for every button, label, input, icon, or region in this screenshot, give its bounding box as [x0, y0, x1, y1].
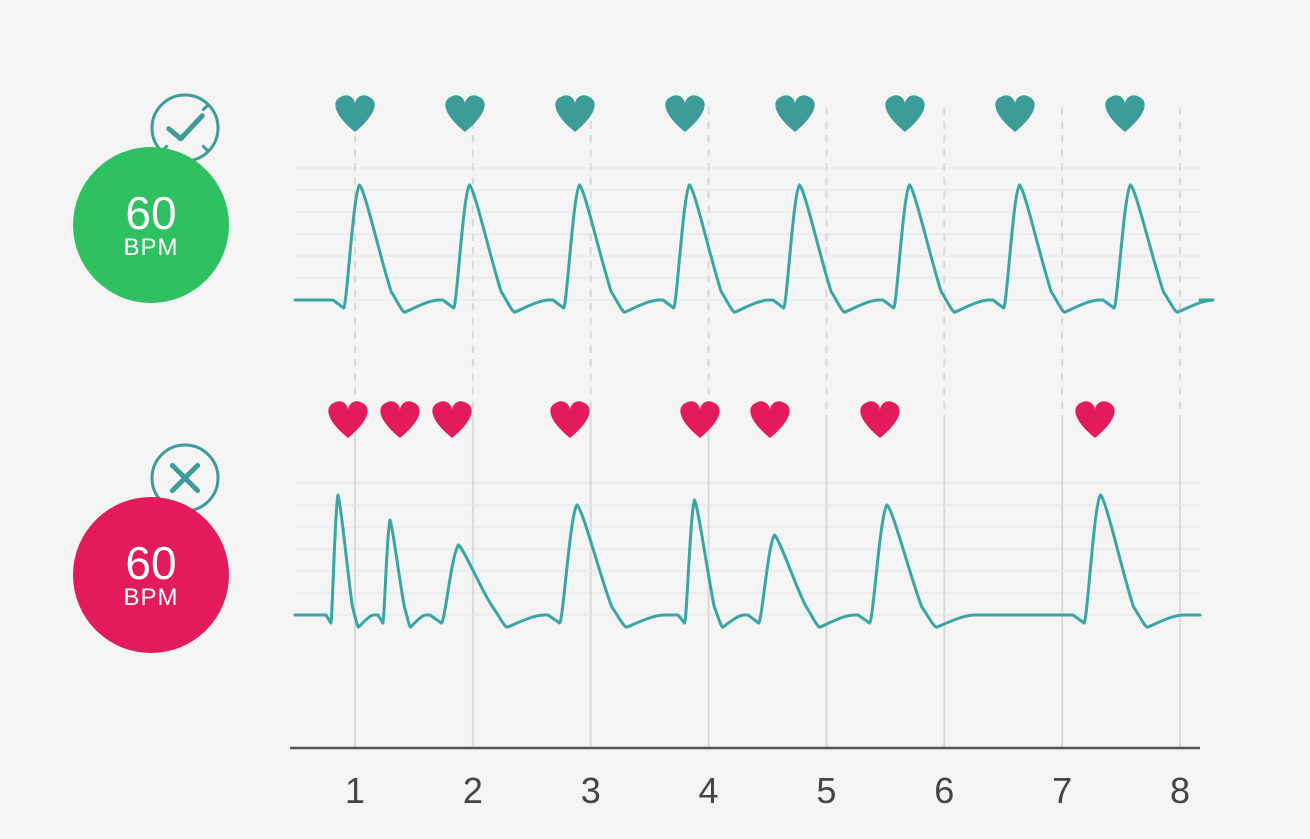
heart-icon [445, 95, 484, 132]
heart-icon [750, 401, 789, 438]
bpm-badge-regular: 60BPM [73, 147, 229, 303]
heart-icon [432, 401, 471, 438]
x-tick-label: 5 [816, 770, 836, 812]
bpm-value: 60 [125, 540, 176, 586]
heart-icon [328, 401, 367, 438]
x-tick-label: 4 [699, 770, 719, 812]
heart-icon [335, 95, 374, 132]
heart-icon [550, 401, 589, 438]
bpm-unit: BPM [123, 236, 178, 260]
heart-icon [665, 95, 704, 132]
heart-icon [860, 401, 899, 438]
x-tick-label: 6 [934, 770, 954, 812]
heart-icon [885, 95, 924, 132]
x-tick-label: 3 [581, 770, 601, 812]
heart-icon [680, 401, 719, 438]
heart-icon [775, 95, 814, 132]
bpm-badge-irregular: 60BPM [73, 497, 229, 653]
x-tick-label: 8 [1170, 770, 1190, 812]
x-tick-label: 1 [345, 770, 365, 812]
heart-icon [995, 95, 1034, 132]
heart-icon [1105, 95, 1144, 132]
heart-icon [555, 95, 594, 132]
heart-rhythm-infographic: 1234567860BPM60BPM [0, 0, 1310, 839]
heart-icon [1075, 401, 1114, 438]
waveform-irregular [295, 495, 1200, 627]
waveform-regular [295, 185, 1213, 312]
bpm-unit: BPM [123, 586, 178, 610]
heart-icon [380, 401, 419, 438]
bpm-value: 60 [125, 190, 176, 236]
x-tick-label: 7 [1052, 770, 1072, 812]
x-tick-label: 2 [463, 770, 483, 812]
